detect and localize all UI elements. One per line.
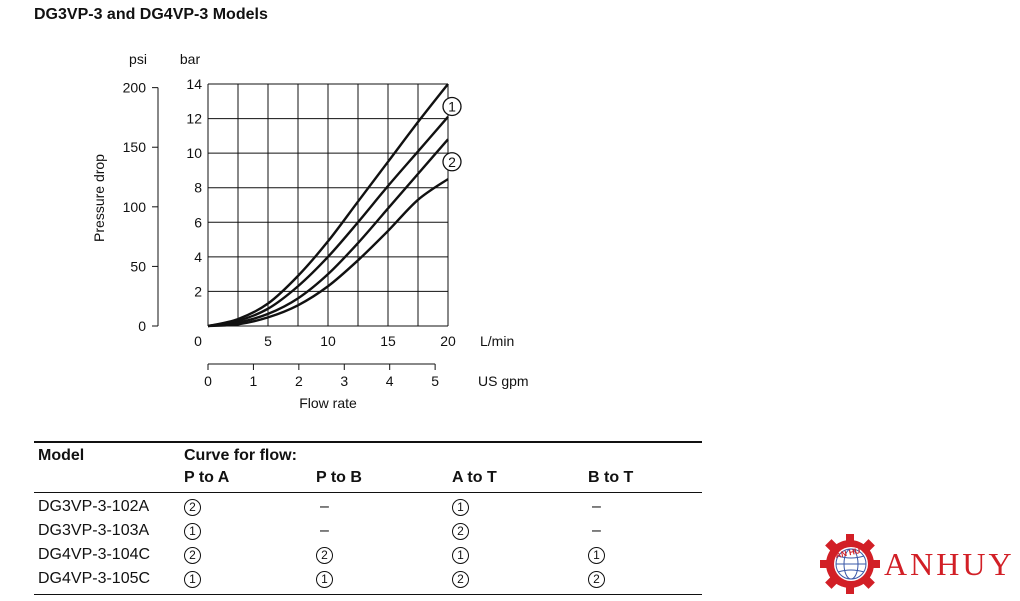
x-tick-label-gpm: 2 (295, 373, 303, 389)
y-tick-label-psi: 200 (123, 80, 147, 96)
curve-number-badge: 2 (588, 570, 605, 588)
table-row-model: DG4VP-3-104C (38, 546, 151, 563)
x-tick-label-lmin: 5 (264, 333, 272, 349)
not-applicable-dash: – (592, 498, 601, 515)
table-row-model: DG4VP-3-105C (38, 570, 151, 587)
not-applicable-dash: – (592, 522, 601, 539)
curve-number-badge: 1 (588, 546, 605, 564)
curve-number-badge: 1 (452, 546, 469, 564)
x-tick-label-lmin: 20 (440, 333, 456, 349)
x-tick-label-gpm: 1 (250, 373, 258, 389)
chart-title: DG3VP-3 and DG4VP-3 Models (34, 6, 268, 23)
curve-number-badge: 1 (184, 570, 201, 588)
table-row-model: DG3VP-3-103A (38, 522, 150, 539)
not-applicable-dash: – (320, 522, 329, 539)
x-tick-label-gpm: 5 (431, 373, 439, 389)
curve-label-2: 2 (448, 154, 456, 170)
x-axis-label: Flow rate (299, 395, 357, 411)
column-header-b-to-t: B to T (588, 469, 634, 486)
x-tick-label-gpm: 0 (204, 373, 212, 389)
x-tick-label-lmin: 15 (380, 333, 396, 349)
curve-number-badge: 2 (184, 498, 201, 516)
y-unit-psi: psi (129, 51, 147, 67)
curve-label-1: 1 (448, 98, 456, 114)
curve-number-badge: 1 (316, 570, 333, 588)
x-unit-gpm: US gpm (478, 373, 529, 389)
curve-line-1 (207, 83, 449, 328)
curve-label-circle (442, 152, 462, 172)
x-unit-lmin: L/min (480, 333, 514, 349)
y-tick-label-psi: 0 (138, 318, 146, 334)
x-tick-label-gpm: 3 (340, 373, 348, 389)
y-axis-label: Pressure drop (91, 154, 107, 242)
y-tick-label-bar: 4 (194, 249, 202, 265)
curve-number-badge: 2 (316, 546, 333, 564)
company-logo: AN HUY ANHUY (818, 532, 1018, 596)
y-tick-label-psi: 50 (130, 258, 146, 274)
table-top-rule (34, 441, 702, 443)
y-tick-label-bar: 6 (194, 214, 202, 230)
table-bottom-rule (34, 594, 702, 595)
x-tick-label-lmin: 10 (320, 333, 336, 349)
curve-number-badge: 1 (452, 498, 469, 516)
table-row-model: DG3VP-3-102A (38, 498, 150, 515)
curve-number-badge: 1 (184, 522, 201, 540)
y-tick-label-psi: 100 (123, 199, 147, 215)
not-applicable-dash: – (320, 498, 329, 515)
model-header: Model (38, 447, 85, 464)
y-tick-label-psi: 150 (123, 139, 147, 155)
y-tick-label-bar: 2 (194, 283, 202, 299)
column-header-p-to-a: P to A (184, 469, 230, 486)
gear-globe-icon: AN HUY (820, 534, 880, 594)
y-tick-label-bar: 10 (186, 145, 202, 161)
y-unit-bar: bar (180, 51, 201, 67)
curve-number-badge: 2 (184, 546, 201, 564)
x-tick-label-gpm: 4 (386, 373, 394, 389)
curve-number-badge: 2 (452, 522, 469, 540)
y-tick-label-bar: 8 (194, 180, 202, 196)
y-tick-label-bar: 12 (186, 111, 202, 127)
column-header-p-to-b: P to B (316, 469, 362, 486)
curve-line-2 (207, 116, 449, 328)
table-header-rule (34, 492, 702, 493)
y-tick-label-bar: 14 (186, 76, 202, 92)
curve-header: Curve for flow: (184, 447, 297, 464)
curve-number-badge: 2 (452, 570, 469, 588)
curve-line-3 (207, 138, 449, 328)
logo-text: ANHUY (884, 546, 1015, 582)
column-header-a-to-t: A to T (452, 469, 497, 486)
x-tick-label-lmin: 0 (194, 333, 202, 349)
curve-label-circle (442, 96, 462, 117)
curve-line-4 (207, 178, 449, 328)
